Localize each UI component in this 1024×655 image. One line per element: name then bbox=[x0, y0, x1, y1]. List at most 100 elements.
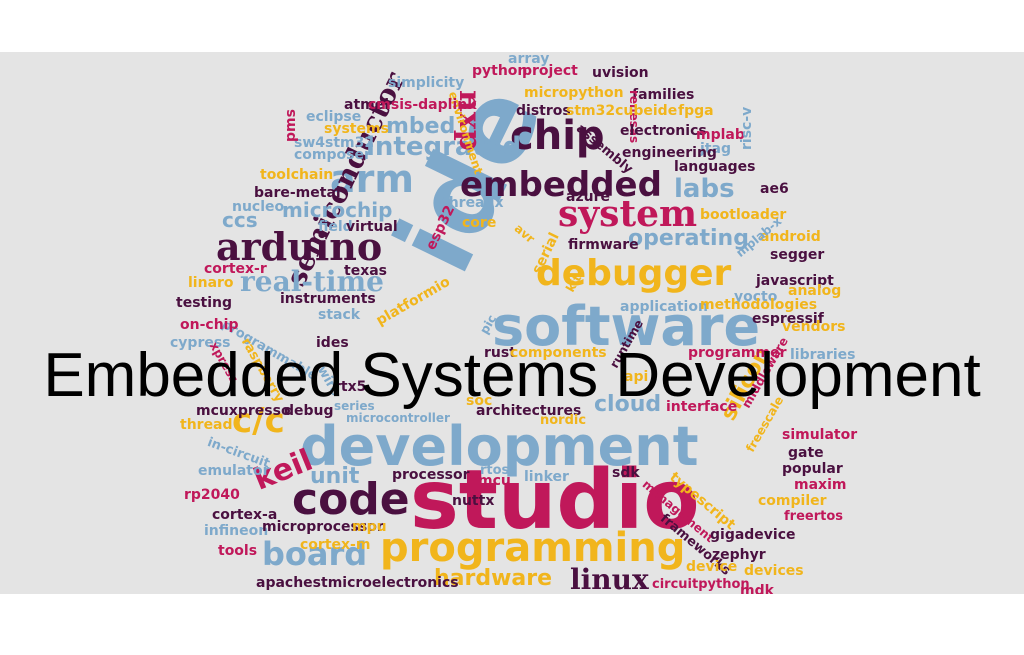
cloud-word: python bbox=[472, 63, 528, 79]
cloud-word: toolchain bbox=[260, 167, 334, 183]
cloud-word: stack bbox=[318, 307, 361, 323]
cloud-word: project bbox=[522, 63, 578, 79]
cloud-word: embedded bbox=[460, 165, 662, 205]
cloud-word: risc-v bbox=[739, 106, 755, 150]
cloud-word: simplicity bbox=[388, 75, 465, 91]
cloud-word: zephyr bbox=[712, 547, 766, 563]
cloud-word: ides bbox=[316, 335, 349, 351]
cloud-word: methodologies bbox=[700, 297, 818, 313]
cloud-word: systems bbox=[324, 121, 389, 137]
cloud-word: distros bbox=[516, 103, 571, 119]
cloud-word: apachestmicroelectronics bbox=[256, 575, 459, 591]
cloud-word: board bbox=[262, 535, 368, 573]
cloud-word: languages bbox=[674, 159, 756, 175]
cloud-word: operating bbox=[628, 226, 749, 251]
cloud-word: components bbox=[510, 345, 607, 361]
cloud-word: cmsis-daplink bbox=[368, 97, 477, 113]
cloud-word: arm bbox=[330, 157, 414, 201]
cloud-word: cypress bbox=[170, 335, 231, 351]
cloud-word: avr bbox=[511, 221, 538, 246]
cloud-word: segger bbox=[770, 247, 825, 263]
cloud-word: libraries bbox=[790, 347, 856, 363]
cloud-word: mpu bbox=[352, 519, 387, 535]
cloud-word: rp2040 bbox=[184, 487, 240, 503]
cloud-word: mbed bbox=[386, 114, 456, 139]
cloud-word: threadx bbox=[442, 195, 504, 211]
page-title: Embedded Systems Development bbox=[43, 341, 981, 410]
cloud-word: linker bbox=[524, 469, 569, 485]
cloud-word: emulator bbox=[198, 463, 270, 479]
cloud-word: circuitpython bbox=[652, 577, 750, 592]
cloud-word: on-chip bbox=[180, 317, 239, 333]
cloud-word: rtx5 bbox=[334, 379, 367, 395]
cloud-word: programmer bbox=[688, 345, 787, 361]
cloud-word: mcuxpresso bbox=[196, 403, 291, 419]
cloud-word: virtual bbox=[346, 219, 398, 235]
cloud-word: android bbox=[760, 229, 821, 245]
cloud-word: arduino bbox=[216, 224, 383, 269]
cloud-word: analog bbox=[788, 283, 842, 299]
cloud-word: cloud bbox=[594, 392, 662, 417]
cloud-word: programming bbox=[380, 525, 686, 571]
cloud-word: development bbox=[300, 415, 699, 478]
cloud-word: interface bbox=[666, 399, 738, 415]
cloud-word: application bbox=[620, 299, 708, 315]
cloud-word: jtag bbox=[700, 141, 731, 157]
cloud-word: rust bbox=[484, 345, 516, 361]
cloud-word: sdk bbox=[612, 465, 640, 481]
cloud-word: instruments bbox=[280, 291, 376, 307]
cloud-word: espressif bbox=[752, 311, 824, 327]
cloud-word: microprocessor bbox=[262, 519, 384, 535]
cloud-word: platformio bbox=[373, 273, 454, 329]
cloud-word: debug bbox=[284, 403, 334, 419]
cloud-word: mdk bbox=[740, 583, 774, 594]
cloud-word: nordic bbox=[540, 413, 587, 428]
cloud-word: series bbox=[334, 399, 375, 413]
cloud-word: firmware bbox=[568, 237, 639, 253]
cloud-word: integrated bbox=[366, 132, 522, 162]
cloud-word: nucleo bbox=[232, 199, 285, 215]
cloud-word: fpga bbox=[678, 103, 714, 119]
cloud-word: system bbox=[558, 193, 698, 235]
cloud-word: electronics bbox=[620, 123, 707, 139]
cloud-word: c/c bbox=[232, 401, 285, 441]
cloud-word: chip bbox=[510, 113, 605, 159]
cloud-word: ae6 bbox=[760, 181, 789, 197]
cloud-word: texas bbox=[344, 263, 387, 279]
cloud-word: pms bbox=[283, 109, 299, 142]
cloud-word: linux bbox=[570, 563, 649, 594]
cloud-word: linaro bbox=[188, 275, 234, 291]
cloud-word: stm32cubeide bbox=[566, 103, 678, 119]
cloud-word: nuttx bbox=[452, 493, 495, 509]
cloud-word: studio bbox=[410, 453, 700, 548]
cloud-word: array bbox=[508, 52, 550, 67]
cloud-word: bare-metal bbox=[254, 185, 341, 201]
cloud-word: unit bbox=[310, 464, 360, 489]
cloud-word: rtos bbox=[480, 463, 510, 478]
cloud-word: debugger bbox=[536, 253, 732, 294]
cloud-word: gigadevice bbox=[710, 527, 796, 543]
cloud-word: yocto bbox=[734, 289, 778, 305]
cloud-word: popular bbox=[782, 461, 843, 477]
cloud-word: micropython bbox=[524, 85, 624, 101]
cloud-word: families bbox=[632, 87, 695, 103]
cloud-word: api bbox=[624, 369, 649, 385]
cloud-word: field bbox=[318, 219, 353, 235]
cloud-word: cortex-a bbox=[212, 507, 278, 523]
cloud-word: infineon bbox=[204, 523, 269, 539]
cloud-word: real-time bbox=[240, 265, 384, 298]
cloud-word: thread bbox=[180, 417, 233, 433]
cloud-word: javascript bbox=[756, 273, 834, 289]
cloud-word: microchip bbox=[282, 198, 393, 222]
cloud-word: code bbox=[292, 474, 410, 525]
cloud-word: engineering bbox=[622, 145, 717, 161]
cloud-word: compiler bbox=[758, 493, 827, 509]
cloud-word: core bbox=[462, 215, 497, 231]
cloud-word: testing bbox=[176, 295, 232, 311]
cloud-word: ccs bbox=[222, 208, 258, 232]
word-cloud: studio development software ide programming c… bbox=[0, 52, 1024, 594]
cloud-word: uvision bbox=[592, 65, 649, 81]
cloud-word: bootloader bbox=[700, 207, 787, 223]
cloud-word: processor bbox=[392, 467, 470, 483]
cloud-word: device bbox=[686, 559, 738, 575]
